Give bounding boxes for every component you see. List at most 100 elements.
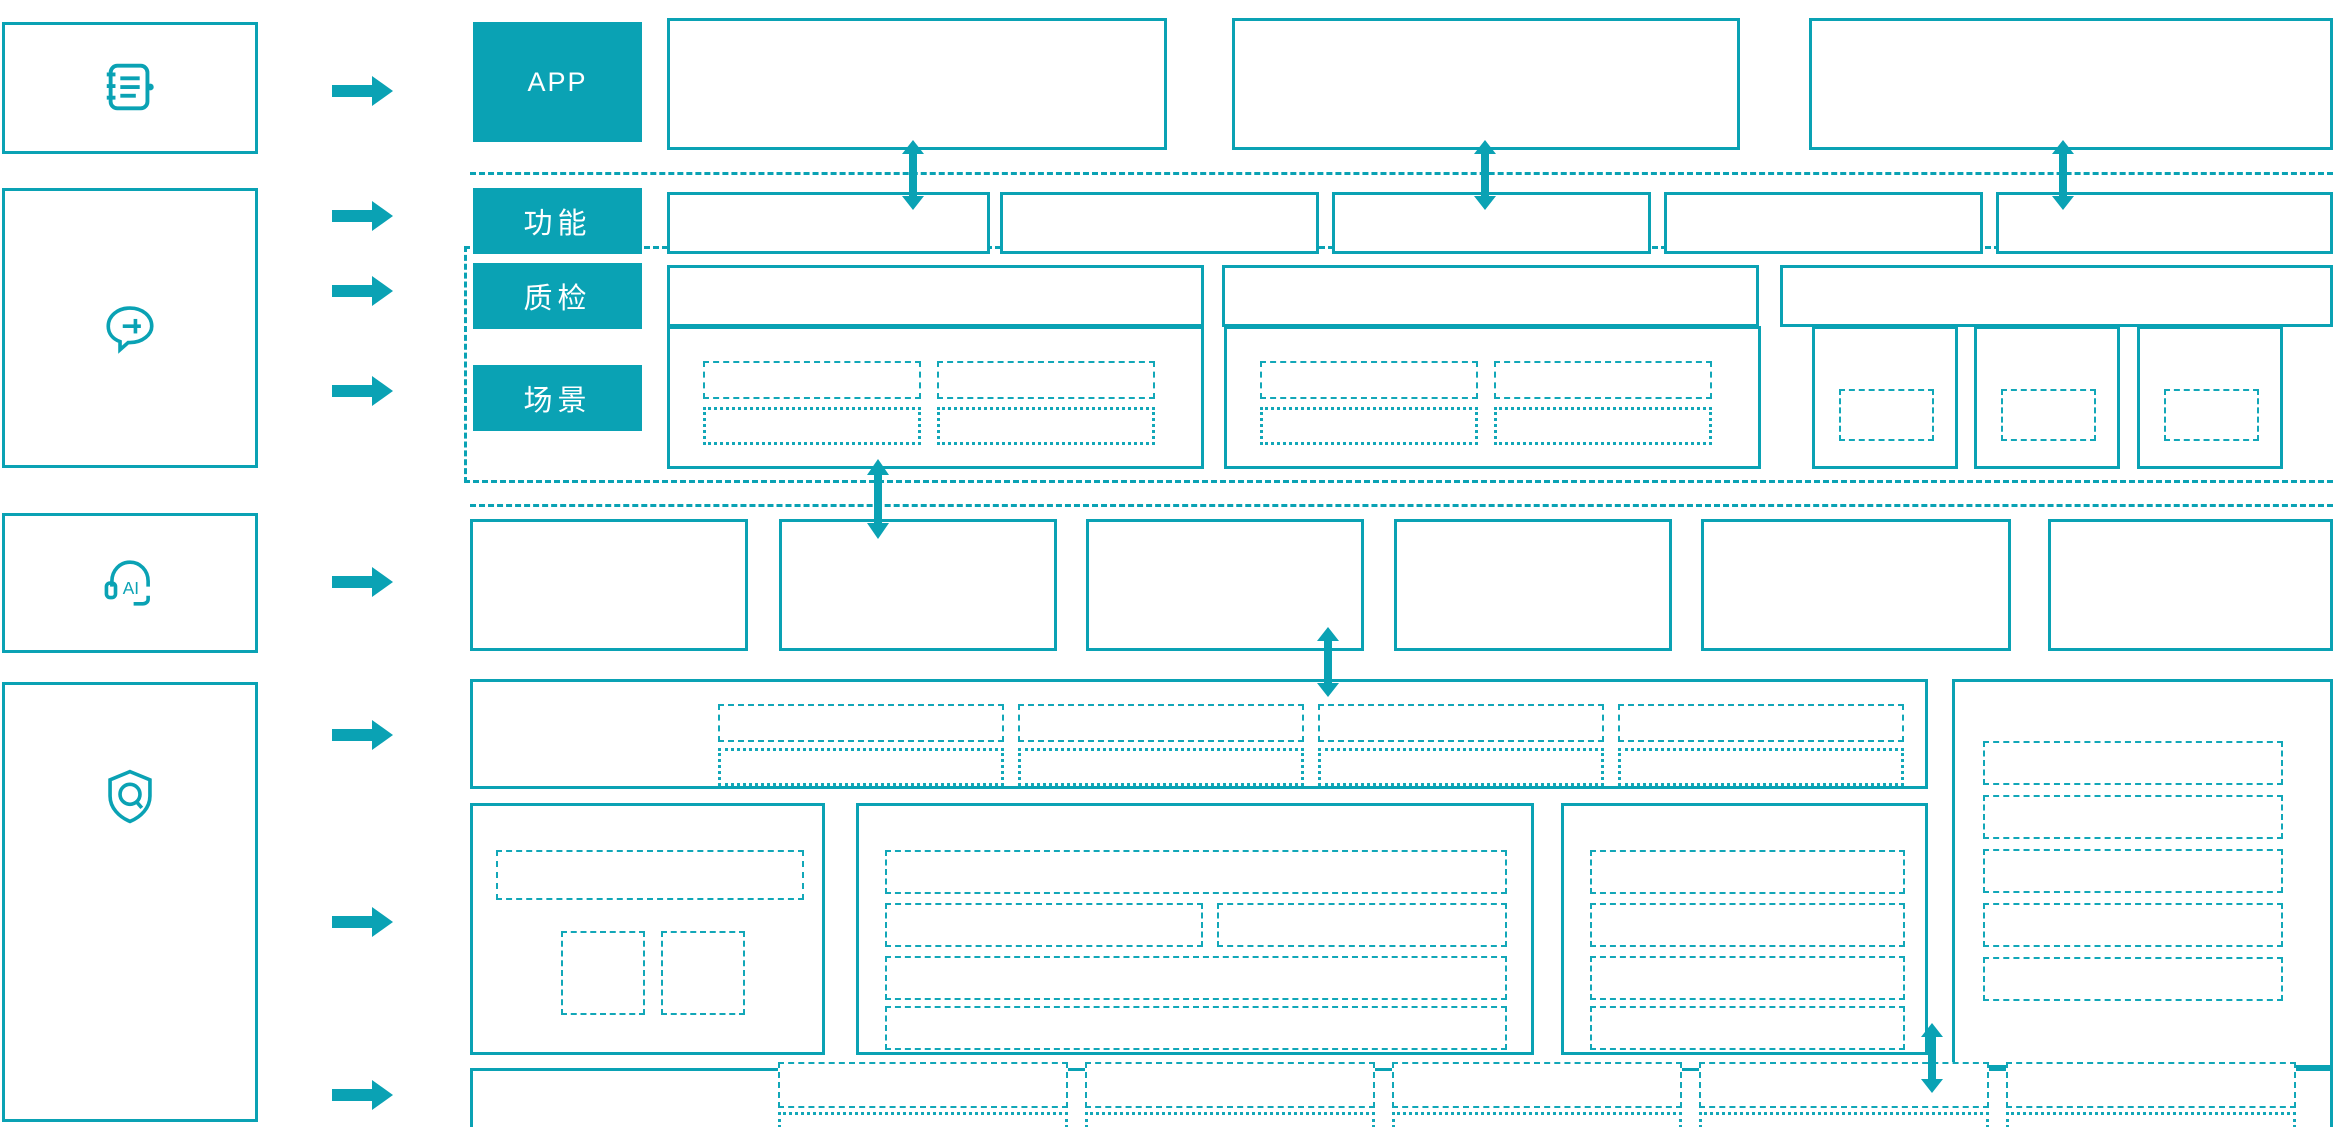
- platform-item-3a[interactable]: [1318, 704, 1604, 742]
- left-card-chat[interactable]: [2, 188, 258, 468]
- infra-panel[interactable]: [470, 1062, 2333, 1127]
- qc-box-1[interactable]: [667, 265, 1204, 327]
- infra-item-5a[interactable]: [2006, 1062, 2296, 1108]
- scene-group-2-item-3[interactable]: [1260, 407, 1478, 445]
- scene-small-2-item[interactable]: [2001, 389, 2096, 441]
- data-panel-2-item-3[interactable]: [1217, 903, 1507, 947]
- arrow-to-capability-row: [332, 565, 394, 599]
- platform-item-2b[interactable]: [1018, 748, 1304, 786]
- data-panel-3-item-4[interactable]: [1590, 1006, 1905, 1050]
- platform-side-item-1[interactable]: [1983, 741, 2283, 785]
- platform-side-item-2[interactable]: [1983, 795, 2283, 839]
- left-card-document[interactable]: [2, 22, 258, 154]
- data-panel-2-item-4[interactable]: [885, 956, 1507, 1000]
- function-box-1[interactable]: [667, 192, 990, 254]
- arrow-to-data-row: [332, 905, 394, 939]
- capability-box-1[interactable]: [470, 519, 748, 651]
- app-box-3[interactable]: [1809, 18, 2333, 150]
- infra-item-3b[interactable]: [1392, 1112, 1682, 1127]
- data-panel-2-item-1[interactable]: [885, 850, 1507, 894]
- infra-item-4a[interactable]: [1699, 1062, 1989, 1108]
- chat-bubble-icon: [101, 299, 159, 357]
- layer-tag-function-label: 功能: [523, 208, 592, 240]
- infra-item-2a[interactable]: [1085, 1062, 1375, 1108]
- scene-group-1[interactable]: [667, 326, 1204, 469]
- scene-group-2-item-4[interactable]: [1494, 407, 1712, 445]
- platform-item-3b[interactable]: [1318, 748, 1604, 786]
- infra-item-1a[interactable]: [778, 1062, 1068, 1108]
- function-box-2[interactable]: [1000, 192, 1319, 254]
- vconn-app-function-1: [898, 140, 928, 210]
- layer-tag-scene-label: 场景: [523, 385, 592, 417]
- qc-box-2[interactable]: [1222, 265, 1759, 327]
- platform-side-panel[interactable]: [1952, 679, 2333, 1068]
- platform-item-4a[interactable]: [1618, 704, 1904, 742]
- data-panel-3-item-2[interactable]: [1590, 903, 1905, 947]
- capability-box-2[interactable]: [779, 519, 1057, 651]
- function-box-3[interactable]: [1332, 192, 1651, 254]
- scene-group-1-item-2[interactable]: [937, 361, 1155, 399]
- data-panel-3[interactable]: [1561, 803, 1928, 1055]
- scene-small-3-item[interactable]: [2164, 389, 2259, 441]
- svg-text:AI: AI: [123, 578, 139, 598]
- platform-item-1b[interactable]: [718, 748, 1004, 786]
- infra-item-5b[interactable]: [2006, 1112, 2296, 1127]
- infra-item-2b[interactable]: [1085, 1112, 1375, 1127]
- scene-group-2-item-1[interactable]: [1260, 361, 1478, 399]
- scene-small-2[interactable]: [1974, 326, 2120, 469]
- function-box-5[interactable]: [1996, 192, 2333, 254]
- arrow-to-app-row: [332, 74, 394, 108]
- layer-tag-qc[interactable]: 质检: [473, 263, 642, 329]
- platform-side-item-3[interactable]: [1983, 849, 2283, 893]
- data-panel-2[interactable]: [856, 803, 1534, 1055]
- data-panel-1-item-3[interactable]: [661, 931, 745, 1015]
- capability-box-5[interactable]: [1701, 519, 2011, 651]
- shield-quality-icon: [101, 767, 159, 827]
- platform-panel[interactable]: [470, 679, 1928, 789]
- vconn-scene-capability: [863, 459, 893, 539]
- document-lines-icon: [99, 57, 161, 119]
- platform-side-item-5[interactable]: [1983, 957, 2283, 1001]
- data-panel-1[interactable]: [470, 803, 825, 1055]
- data-panel-2-item-5[interactable]: [885, 1006, 1507, 1050]
- layer-tag-app[interactable]: APP: [473, 22, 642, 142]
- layer-tag-scene[interactable]: 场景: [473, 365, 642, 431]
- data-panel-2-item-2[interactable]: [885, 903, 1203, 947]
- infra-item-3a[interactable]: [1392, 1062, 1682, 1108]
- capability-box-3[interactable]: [1086, 519, 1364, 651]
- data-panel-3-item-3[interactable]: [1590, 956, 1905, 1000]
- left-card-headset-ai[interactable]: AI: [2, 513, 258, 653]
- scene-group-2[interactable]: [1224, 326, 1761, 469]
- scene-small-1[interactable]: [1812, 326, 1958, 469]
- platform-item-1a[interactable]: [718, 704, 1004, 742]
- layer-tag-function[interactable]: 功能: [473, 188, 642, 254]
- infra-item-4b[interactable]: [1699, 1112, 1989, 1127]
- scene-small-3[interactable]: [2137, 326, 2283, 469]
- scene-group-2-item-2[interactable]: [1494, 361, 1712, 399]
- scene-group-1-item-3[interactable]: [703, 407, 921, 445]
- vconn-app-function-3: [2048, 140, 2078, 210]
- function-box-4[interactable]: [1664, 192, 1983, 254]
- platform-item-2a[interactable]: [1018, 704, 1304, 742]
- arrow-to-qc-row: [332, 274, 394, 308]
- capability-box-6[interactable]: [2048, 519, 2333, 651]
- arrow-to-infra-row: [332, 1078, 394, 1112]
- platform-side-item-4[interactable]: [1983, 903, 2283, 947]
- infra-item-1b[interactable]: [778, 1112, 1068, 1127]
- app-box-1[interactable]: [667, 18, 1167, 150]
- qc-box-3[interactable]: [1780, 265, 2333, 327]
- scene-group-1-item-4[interactable]: [937, 407, 1155, 445]
- scene-group-1-item-1[interactable]: [703, 361, 921, 399]
- capability-box-4[interactable]: [1394, 519, 1672, 651]
- app-box-2[interactable]: [1232, 18, 1740, 150]
- scene-small-1-item[interactable]: [1839, 389, 1934, 441]
- app-layer-divider: [470, 172, 2333, 175]
- vconn-platform-data: [1917, 1023, 1947, 1093]
- left-card-shield-quality[interactable]: [2, 682, 258, 1122]
- data-panel-1-item-1[interactable]: [496, 850, 804, 900]
- arrow-to-scene-row: [332, 374, 394, 408]
- platform-item-4b[interactable]: [1618, 748, 1904, 786]
- data-panel-3-item-1[interactable]: [1590, 850, 1905, 894]
- data-panel-1-item-2[interactable]: [561, 931, 645, 1015]
